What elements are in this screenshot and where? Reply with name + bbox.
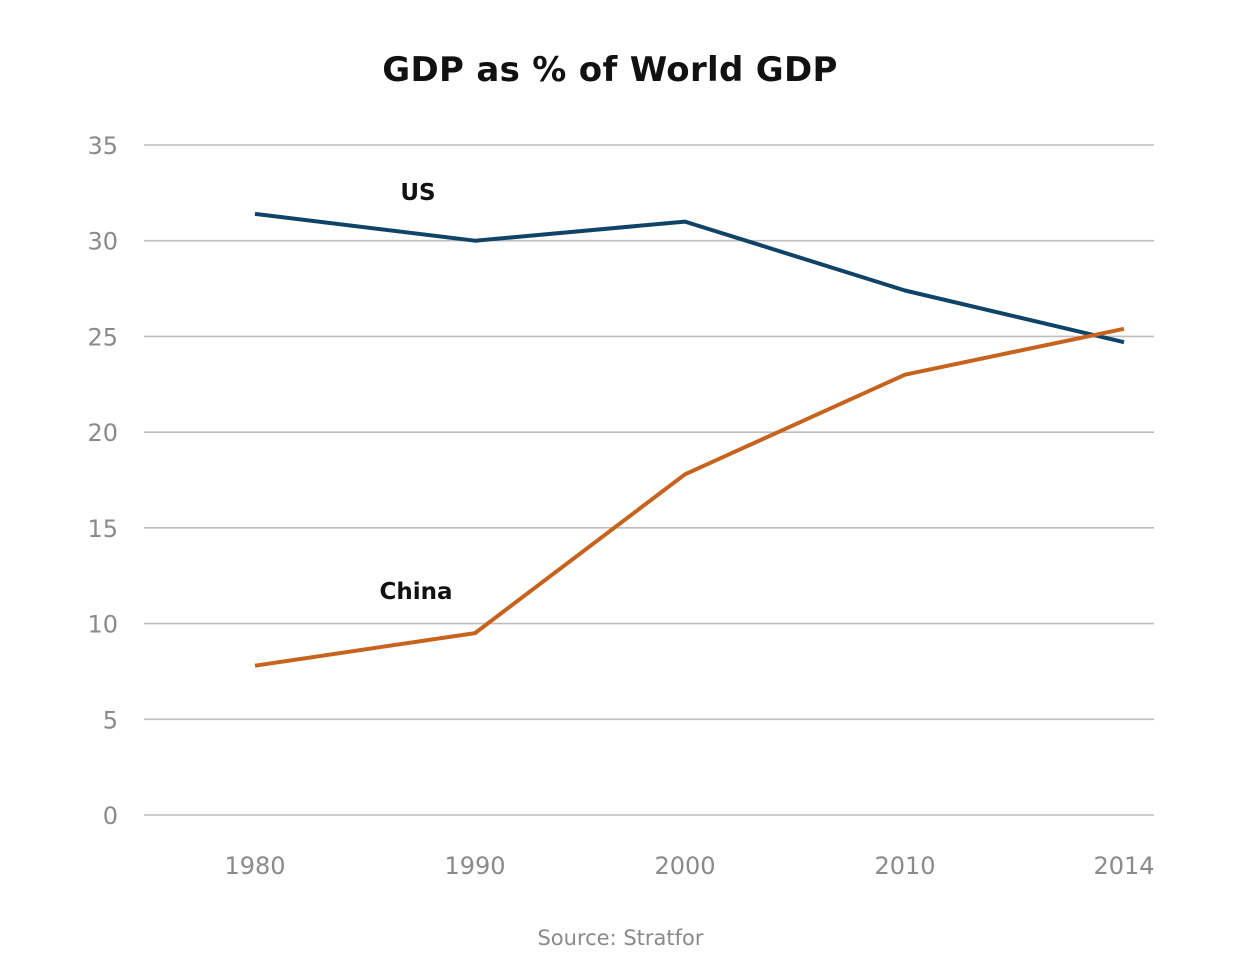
series-lines (254, 211, 1125, 668)
series-line-us (254, 211, 1125, 345)
x-tick-label: 1990 (444, 852, 505, 880)
y-axis-ticks: 0 5 10 15 20 25 30 35 (87, 132, 118, 830)
chart-title: GDP as % of World GDP (382, 50, 838, 90)
x-tick-label: 2014 (1093, 852, 1154, 880)
source-note: Source: Stratfor (537, 926, 704, 950)
y-tick-label: 5 (103, 706, 118, 734)
y-tick-label: 10 (87, 611, 118, 639)
y-tick-label: 35 (87, 132, 118, 160)
series-labels: US China (379, 180, 452, 605)
series-label-china: China (379, 579, 452, 605)
y-tick-label: 25 (87, 323, 118, 351)
y-tick-label: 0 (103, 802, 118, 830)
x-tick-label: 2010 (874, 852, 935, 880)
series-line-china (254, 326, 1125, 668)
x-tick-label: 2000 (654, 852, 715, 880)
gridlines (144, 144, 1154, 816)
series-label-us: US (400, 180, 435, 206)
x-tick-label: 1980 (224, 852, 285, 880)
y-tick-label: 30 (87, 228, 118, 256)
x-axis-ticks: 1980 1990 2000 2010 2014 (224, 852, 1154, 880)
y-tick-label: 15 (87, 515, 118, 543)
y-tick-label: 20 (87, 419, 118, 447)
